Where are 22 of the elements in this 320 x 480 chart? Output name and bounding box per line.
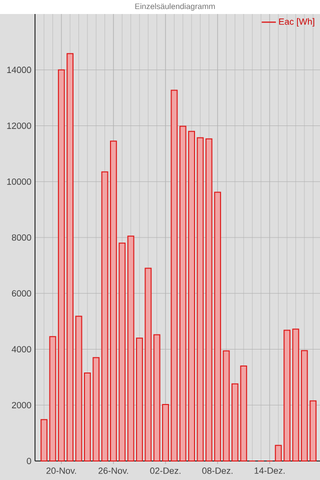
bar bbox=[170, 90, 178, 462]
y-tick-label: 4000 bbox=[12, 346, 32, 352]
x-tick-label: 02-Dez. bbox=[150, 468, 180, 474]
y-tick-label: 0 bbox=[26, 458, 32, 464]
bar bbox=[75, 316, 82, 462]
y-tick-label: 2000 bbox=[12, 402, 32, 408]
x-tick-label: 26-Nov. bbox=[98, 468, 128, 474]
y-tick-label: 10000 bbox=[7, 178, 32, 185]
y-tick-label: 12000 bbox=[7, 122, 32, 129]
x-tick-label: 14-Dez. bbox=[254, 468, 285, 474]
x-tick-label: 08-Dez. bbox=[202, 468, 232, 474]
y-tick-label: 8000 bbox=[12, 234, 32, 241]
bar bbox=[101, 171, 108, 462]
bar bbox=[196, 137, 204, 462]
bar bbox=[292, 328, 300, 462]
x-tick-label: 20-Nov. bbox=[46, 468, 76, 474]
bar bbox=[40, 419, 48, 462]
y-tick-label: 14000 bbox=[7, 66, 32, 74]
bar bbox=[49, 336, 56, 462]
y-tick-label: 6000 bbox=[12, 290, 32, 297]
legend-label: Eac [Wh] bbox=[279, 18, 314, 27]
bar bbox=[222, 350, 230, 462]
